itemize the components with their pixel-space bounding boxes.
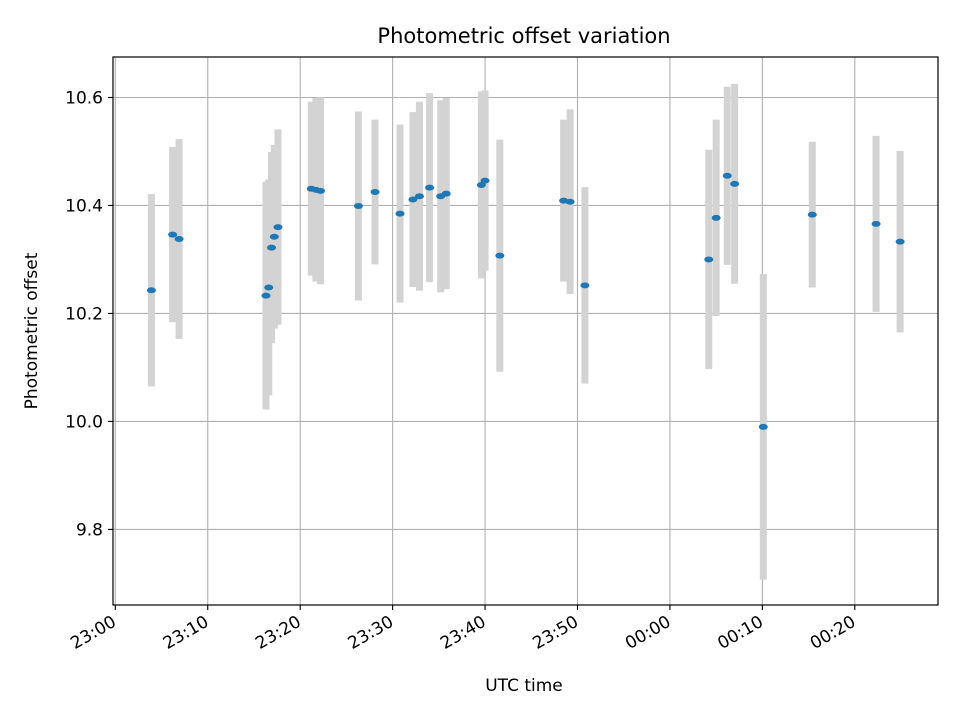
data-points <box>146 172 905 430</box>
data-point <box>730 180 740 187</box>
data-point <box>273 224 283 231</box>
data-point <box>895 238 905 245</box>
data-point <box>425 184 435 191</box>
data-point <box>414 193 424 200</box>
data-point <box>316 187 326 194</box>
chart-title: Photometric offset variation <box>377 24 670 48</box>
data-point <box>267 244 277 251</box>
y-axis: 9.8 10.0 10.2 10.4 10.6 <box>65 88 113 540</box>
data-point <box>146 287 156 294</box>
data-point <box>353 203 363 210</box>
plot-frame <box>112 56 939 606</box>
data-point <box>565 198 575 205</box>
y-tick-label: 10.6 <box>65 88 103 108</box>
y-tick-label: 10.0 <box>65 412 103 432</box>
y-tick-label: 10.2 <box>65 304 103 324</box>
data-point <box>711 214 721 221</box>
data-point <box>441 190 451 197</box>
y-tick-label: 9.8 <box>76 520 103 540</box>
x-axis-label: UTC time <box>485 676 563 696</box>
data-point <box>261 292 271 299</box>
data-point <box>480 177 490 184</box>
data-point <box>758 423 768 430</box>
data-point <box>807 211 817 218</box>
data-point <box>370 188 380 195</box>
data-point <box>495 252 505 259</box>
y-tick-label: 10.4 <box>65 196 103 216</box>
data-point <box>269 233 279 240</box>
grid <box>113 57 938 605</box>
data-point <box>704 256 714 263</box>
data-point <box>395 210 405 217</box>
data-point <box>580 282 590 289</box>
data-point <box>264 284 274 291</box>
data-point <box>168 231 178 238</box>
y-axis-label: Photometric offset <box>22 252 42 409</box>
data-point <box>722 172 732 179</box>
data-point <box>174 235 184 242</box>
data-point <box>408 196 418 203</box>
data-point <box>871 220 881 227</box>
